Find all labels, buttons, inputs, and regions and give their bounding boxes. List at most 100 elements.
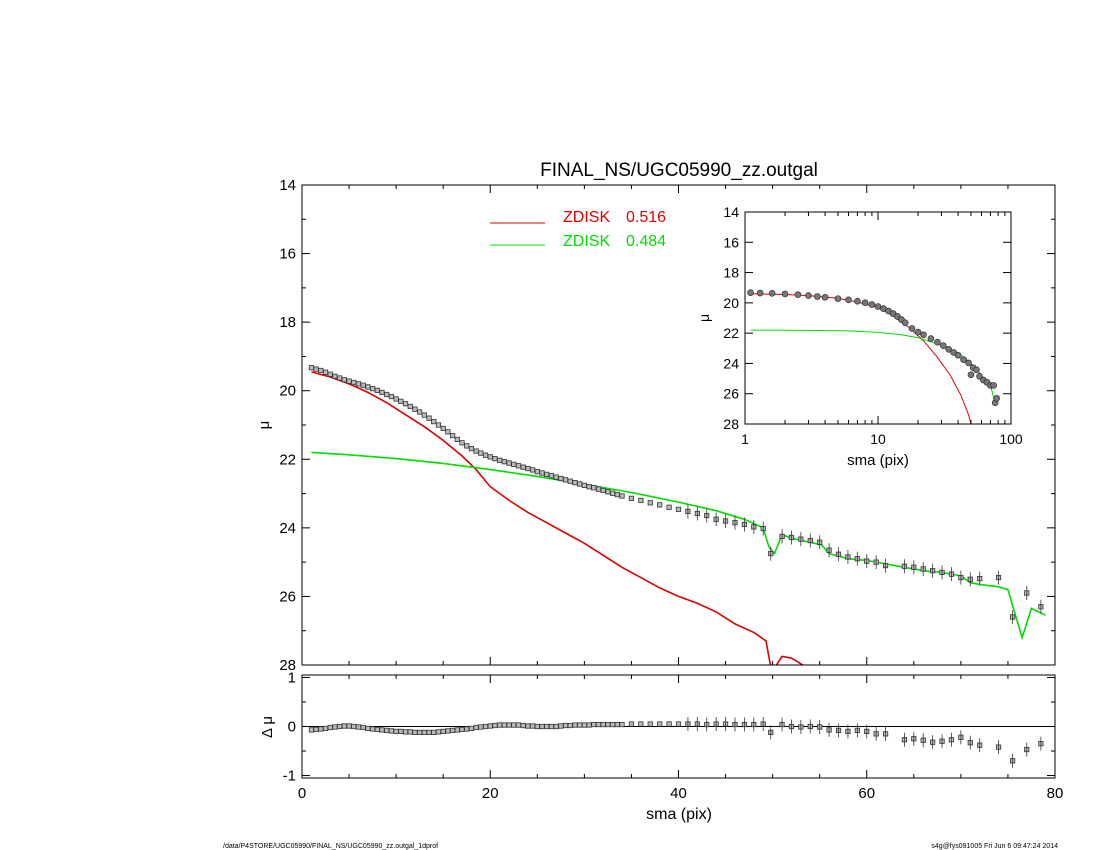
data-point xyxy=(756,289,764,297)
data-point xyxy=(478,450,484,456)
data-point xyxy=(388,393,395,400)
data-point xyxy=(525,465,531,472)
data-point xyxy=(497,457,503,463)
data-point xyxy=(610,490,616,496)
data-point xyxy=(544,471,550,477)
data-point xyxy=(369,386,376,392)
y-tick-label: 1 xyxy=(288,669,296,686)
data-point xyxy=(675,721,682,727)
data-point xyxy=(534,723,540,730)
data-point xyxy=(614,491,620,498)
data-point xyxy=(768,290,776,297)
data-point xyxy=(360,382,366,388)
data-point xyxy=(657,721,663,727)
data-point xyxy=(459,726,465,733)
data-point xyxy=(435,422,442,428)
data-point xyxy=(610,721,616,728)
data-point xyxy=(973,366,980,374)
data-point xyxy=(421,729,427,735)
inset-axis-ticks: 14 16 18 20 22 24 26 281 10 100 xyxy=(723,204,1022,447)
data-point xyxy=(605,721,611,728)
data-point xyxy=(497,722,503,728)
legend-label-green: ZDISK xyxy=(563,233,610,250)
x-tick-label: 20 xyxy=(482,785,499,802)
data-point xyxy=(398,398,404,404)
data-point xyxy=(845,296,852,304)
y-tick-label: 20 xyxy=(279,383,296,400)
data-point xyxy=(954,351,962,359)
data-point xyxy=(341,377,347,383)
data-point xyxy=(577,481,583,487)
data-point xyxy=(945,346,952,353)
data-point xyxy=(534,469,540,475)
residual-plot-area xyxy=(302,717,1055,768)
y-tick-label: 14 xyxy=(723,204,739,220)
y-tick-label: 14 xyxy=(279,177,296,194)
data-point xyxy=(464,443,470,449)
data-point xyxy=(967,371,975,379)
data-point xyxy=(553,474,559,480)
data-point xyxy=(440,425,446,432)
data-point xyxy=(431,418,437,425)
data-point xyxy=(506,460,512,466)
data-point xyxy=(781,290,789,298)
data-point xyxy=(914,328,922,336)
data-point xyxy=(600,721,606,728)
data-point xyxy=(901,319,909,326)
data-point xyxy=(614,721,620,728)
data-point xyxy=(313,726,319,733)
y-tick-label: 18 xyxy=(723,265,739,281)
data-point xyxy=(379,389,385,396)
data-point xyxy=(511,722,517,728)
data-point xyxy=(530,467,536,473)
data-point xyxy=(520,464,526,470)
x-tick-label: 0 xyxy=(298,785,306,802)
data-point xyxy=(492,722,498,729)
data-point xyxy=(591,721,597,728)
data-point xyxy=(927,335,935,342)
data-point xyxy=(965,359,972,367)
data-point xyxy=(501,459,507,465)
data-point xyxy=(861,299,869,307)
series-line-00dd00 xyxy=(311,451,1046,641)
data-point xyxy=(993,394,1000,402)
main-title: FINAL_NS/UGC05990_zz.outgal xyxy=(540,160,818,181)
data-point xyxy=(412,406,418,412)
data-point xyxy=(313,366,319,372)
data-point xyxy=(562,722,569,729)
data-point xyxy=(747,289,754,297)
data-point xyxy=(920,331,927,339)
data-point xyxy=(402,401,409,407)
data-point xyxy=(586,484,592,490)
data-point xyxy=(638,497,644,504)
data-point xyxy=(934,338,941,346)
main-plot-area xyxy=(308,365,1046,665)
data-point xyxy=(346,378,352,384)
data-point xyxy=(412,729,418,735)
legend-label-red: ZDISK xyxy=(563,209,610,226)
inset-background xyxy=(745,212,1011,424)
x-tick-label: 10 xyxy=(870,431,886,447)
data-point xyxy=(426,729,432,735)
y-tick-label: 16 xyxy=(279,246,296,263)
data-point xyxy=(374,726,380,733)
inset-xlabel: sma (pix) xyxy=(847,452,909,469)
data-point xyxy=(407,729,413,735)
data-point xyxy=(365,725,371,732)
y-tick-label: 22 xyxy=(279,451,296,468)
data-point xyxy=(322,369,329,375)
y-tick-label: 22 xyxy=(723,325,739,341)
data-point xyxy=(539,723,545,730)
data-point xyxy=(487,454,493,460)
data-point xyxy=(327,371,333,377)
y-tick-label: 26 xyxy=(279,588,296,605)
data-point xyxy=(572,479,578,486)
data-point xyxy=(794,291,802,298)
data-point xyxy=(393,396,399,402)
data-point xyxy=(628,721,635,727)
data-point xyxy=(355,724,362,730)
data-point xyxy=(515,722,522,728)
y-tick-label: 28 xyxy=(279,657,296,674)
data-point xyxy=(435,729,442,735)
